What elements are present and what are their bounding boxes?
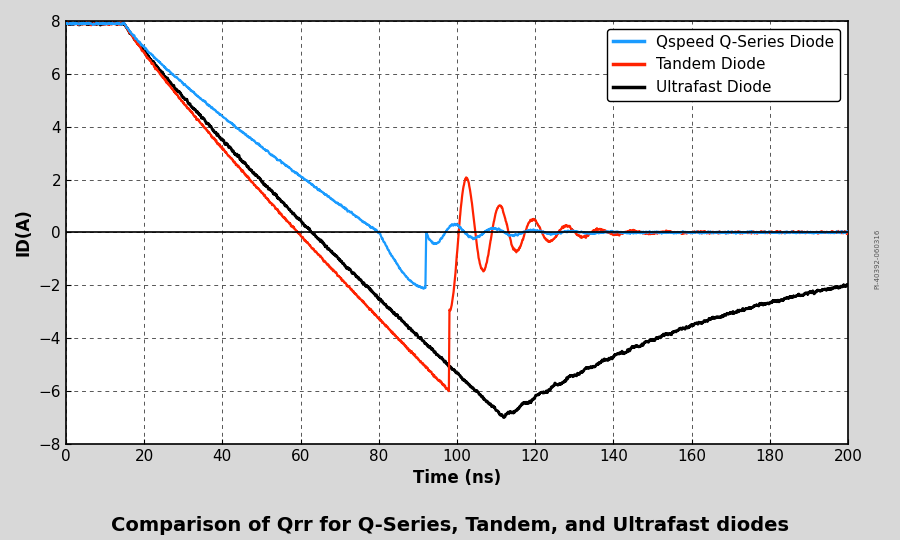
Ultrafast Diode: [60, 21, 71, 28]
Text: PI-40392-060316: PI-40392-060316: [875, 229, 880, 289]
Qspeed Q-Series Diode: [396, 267, 407, 273]
Line: Tandem Diode: Tandem Diode: [66, 23, 848, 391]
Ultrafast Diode: [819, 286, 830, 292]
Text: Comparison of Qrr for Q-Series, Tandem, and Ultrafast diodes: Comparison of Qrr for Q-Series, Tandem, …: [111, 516, 789, 535]
Qspeed Q-Series Diode: [842, 228, 853, 235]
Y-axis label: ID(A): ID(A): [15, 208, 33, 256]
Ultrafast Diode: [390, 310, 400, 317]
Ultrafast Diode: [629, 344, 640, 350]
Ultrafast Diode: [842, 282, 853, 288]
Legend: Qspeed Q-Series Diode, Tandem Diode, Ultrafast Diode: Qspeed Q-Series Diode, Tandem Diode, Ult…: [608, 29, 841, 101]
Tandem Diode: [81, 19, 92, 26]
Tandem Diode: [432, 376, 443, 383]
Line: Qspeed Q-Series Diode: Qspeed Q-Series Diode: [66, 23, 848, 289]
Tandem Diode: [444, 388, 454, 394]
Qspeed Q-Series Diode: [390, 257, 400, 264]
Tandem Diode: [842, 229, 853, 235]
Tandem Diode: [60, 21, 71, 27]
Qspeed Q-Series Diode: [819, 229, 830, 235]
Qspeed Q-Series Diode: [629, 230, 640, 236]
Tandem Diode: [780, 229, 791, 235]
Tandem Diode: [396, 338, 407, 344]
Line: Ultrafast Diode: Ultrafast Diode: [66, 22, 848, 417]
Ultrafast Diode: [105, 19, 116, 25]
Tandem Diode: [819, 229, 830, 235]
Qspeed Q-Series Diode: [119, 19, 130, 26]
Qspeed Q-Series Diode: [60, 20, 71, 26]
X-axis label: Time (ns): Time (ns): [413, 469, 501, 487]
Qspeed Q-Series Diode: [433, 239, 444, 246]
Ultrafast Diode: [780, 295, 791, 302]
Tandem Diode: [390, 331, 400, 338]
Tandem Diode: [629, 227, 640, 234]
Ultrafast Diode: [499, 414, 509, 421]
Qspeed Q-Series Diode: [418, 286, 428, 292]
Qspeed Q-Series Diode: [780, 229, 791, 235]
Ultrafast Diode: [432, 352, 443, 358]
Ultrafast Diode: [396, 316, 407, 322]
